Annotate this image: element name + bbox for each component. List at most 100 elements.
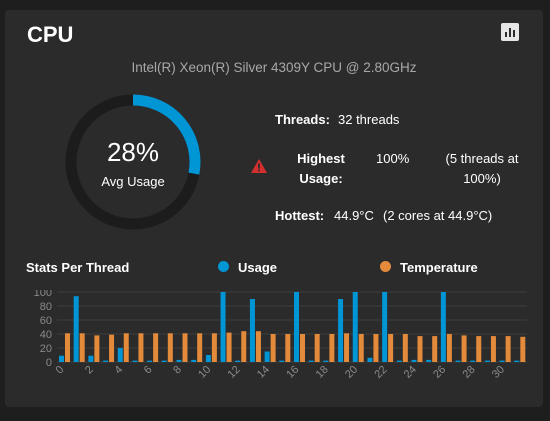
x-tick-label: 18 bbox=[314, 364, 331, 381]
temperature-bar bbox=[153, 333, 159, 362]
usage-bar bbox=[484, 360, 490, 362]
y-tick-label: 20 bbox=[40, 343, 52, 355]
x-tick-label: 16 bbox=[284, 364, 301, 381]
temperature-bar bbox=[65, 333, 70, 362]
temperature-bar bbox=[109, 334, 115, 362]
y-tick-label: 40 bbox=[40, 329, 52, 341]
y-tick-label: 100 bbox=[34, 290, 52, 299]
temperature-bar bbox=[182, 333, 188, 362]
usage-bar bbox=[514, 360, 520, 362]
usage-legend-label[interactable]: Usage bbox=[238, 260, 278, 275]
temperature-bar bbox=[402, 334, 408, 362]
usage-bar bbox=[73, 296, 79, 362]
usage-bar bbox=[147, 360, 153, 362]
temperature-bar bbox=[211, 333, 217, 362]
usage-bar bbox=[59, 355, 64, 362]
cpu-card: CPU Intel(R) Xeon(R) Silver 4309Y CPU @ … bbox=[5, 10, 543, 407]
x-tick-label: 28 bbox=[461, 364, 478, 381]
temperature-bar bbox=[255, 331, 261, 362]
temperature-bar bbox=[138, 333, 144, 362]
temperature-bar bbox=[358, 334, 364, 362]
usage-bar bbox=[470, 360, 476, 362]
x-tick-label: 14 bbox=[255, 364, 272, 381]
temperature-bar bbox=[123, 333, 129, 362]
threads-label: Threads: bbox=[275, 112, 330, 127]
temperature-bar bbox=[285, 334, 291, 362]
bar-chart-icon[interactable] bbox=[501, 23, 519, 41]
x-tick-label: 26 bbox=[431, 364, 448, 381]
usage-bar bbox=[499, 360, 505, 362]
hottest-detail: (2 cores at 44.9°C) bbox=[383, 208, 493, 223]
y-tick-label: 60 bbox=[40, 315, 52, 327]
temperature-bar bbox=[167, 333, 173, 362]
temperature-bar bbox=[461, 335, 467, 362]
usage-bar bbox=[367, 357, 373, 362]
temperature-bar bbox=[373, 334, 379, 362]
temperature-bar bbox=[314, 334, 320, 362]
usage-bar bbox=[426, 359, 432, 362]
usage-bar bbox=[103, 360, 109, 362]
temperature-bar bbox=[446, 334, 452, 362]
temperature-bar bbox=[388, 334, 394, 362]
temperature-bar bbox=[197, 333, 203, 362]
temperature-bar bbox=[270, 334, 276, 362]
x-tick-label: 0 bbox=[54, 364, 67, 377]
x-tick-label: 22 bbox=[372, 364, 389, 381]
highest-usage-label: Highest Usage: bbox=[297, 151, 345, 186]
usage-bar bbox=[382, 292, 388, 362]
x-tick-label: 8 bbox=[171, 364, 184, 377]
x-tick-label: 12 bbox=[226, 364, 243, 381]
x-tick-label: 30 bbox=[490, 364, 507, 381]
usage-bar bbox=[161, 360, 167, 362]
cpu-model: Intel(R) Xeon(R) Silver 4309Y CPU @ 2.80… bbox=[131, 60, 417, 75]
usage-bar bbox=[176, 359, 182, 362]
temperature-bar bbox=[344, 333, 350, 362]
temperature-bar bbox=[432, 336, 438, 362]
temperature-bar bbox=[300, 334, 305, 362]
usage-bar bbox=[396, 360, 402, 362]
y-tick-label: 0 bbox=[46, 357, 52, 369]
hottest-value: 44.9°C bbox=[334, 208, 374, 223]
card-title: CPU bbox=[27, 22, 74, 47]
threads-value: 32 threads bbox=[338, 112, 400, 127]
usage-bar bbox=[323, 360, 329, 362]
x-tick-label: 10 bbox=[196, 364, 213, 381]
gauge-arc bbox=[132, 94, 201, 175]
usage-legend-dot[interactable] bbox=[218, 261, 229, 272]
temperature-bar bbox=[505, 336, 511, 362]
temperature-bar bbox=[417, 336, 423, 362]
usage-bar bbox=[264, 351, 270, 362]
usage-bar bbox=[308, 360, 314, 362]
avg-usage-label: Avg Usage bbox=[101, 174, 165, 189]
temperature-bar bbox=[329, 334, 335, 362]
avg-usage-value: 28% bbox=[106, 137, 160, 167]
usage-bar bbox=[88, 355, 94, 362]
temperature-legend-label[interactable]: Temperature bbox=[400, 260, 478, 275]
usage-bar bbox=[279, 360, 285, 362]
temperature-bar bbox=[520, 336, 526, 362]
x-tick-label: 24 bbox=[402, 364, 419, 381]
warning-triangle-icon bbox=[251, 159, 267, 173]
x-tick-label: 2 bbox=[83, 364, 96, 377]
temperature-bar bbox=[79, 333, 85, 362]
temperature-bar bbox=[226, 332, 232, 362]
usage-bar bbox=[440, 292, 446, 362]
y-tick-label: 80 bbox=[40, 301, 52, 313]
usage-bar bbox=[132, 360, 138, 362]
usage-bar bbox=[249, 299, 255, 362]
usage-bar bbox=[117, 348, 123, 362]
usage-bar bbox=[338, 299, 344, 362]
highest-usage-value: 100% bbox=[376, 151, 410, 166]
usage-bar bbox=[235, 360, 241, 362]
usage-bar bbox=[220, 292, 226, 362]
x-tick-label: 20 bbox=[343, 364, 360, 381]
temperature-bar bbox=[241, 331, 247, 362]
temperature-bar bbox=[476, 336, 482, 362]
usage-bar bbox=[294, 292, 299, 362]
temperature-legend-dot[interactable] bbox=[380, 261, 391, 272]
usage-bar bbox=[352, 292, 358, 362]
usage-bar bbox=[411, 359, 417, 362]
x-tick-label: 6 bbox=[142, 364, 155, 377]
usage-bar bbox=[205, 355, 211, 362]
